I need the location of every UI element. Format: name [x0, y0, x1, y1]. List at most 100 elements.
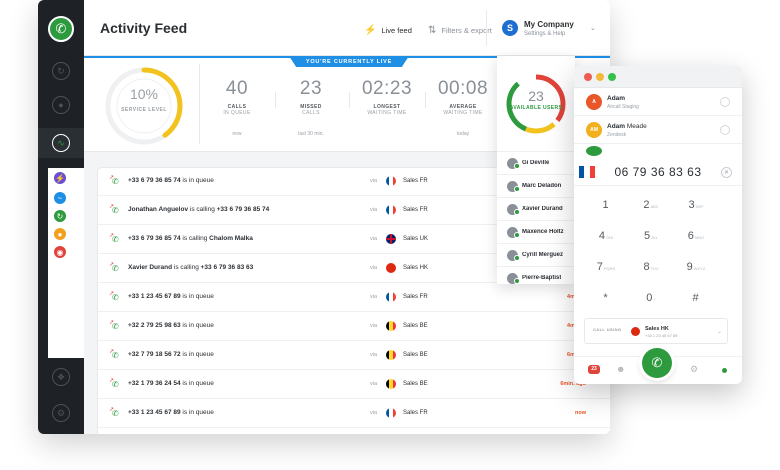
feed-action: is in queue	[180, 351, 214, 358]
integrations-icon[interactable]: ❖	[52, 368, 70, 386]
dialed-number[interactable]: 06 79 36 83 63	[614, 165, 702, 179]
incoming-call-icon: ↗ ✆	[109, 349, 119, 360]
dial-key[interactable]: 4GHI	[586, 225, 626, 247]
stat-missed-calls: 23 MISSED CALLS	[276, 78, 346, 116]
feed-party[interactable]: +33 1 23 45 67 89	[128, 293, 181, 300]
minimize-window-icon[interactable]	[596, 73, 604, 81]
dial-key[interactable]: 2ABC	[631, 194, 671, 216]
feed-row[interactable]: ↗ ✆ +32 7 79 18 56 72 is in queue via Sales …	[98, 341, 610, 370]
dial-key[interactable]: 0+	[631, 287, 671, 309]
feed-row[interactable]: ↗ ✆ +32 1 79 36 24 54 is in queue via Sales …	[98, 370, 610, 399]
agent-row[interactable]: Maxence Holtz	[507, 223, 571, 241]
feed-row[interactable]: ↗ ✆ Xavier Durand is calling +33 6 79 36 8…	[98, 254, 610, 283]
agent-row[interactable]: Gi Deville	[507, 154, 571, 172]
call-contact-icon[interactable]	[720, 97, 730, 107]
activity-icon[interactable]: ∿	[52, 134, 70, 152]
available-users-value: 23	[528, 88, 544, 104]
via-label: via	[370, 352, 378, 358]
contacts-icon[interactable]: ☻	[616, 364, 626, 374]
feed-party[interactable]: Xavier Durand	[128, 264, 173, 271]
dial-key[interactable]: 3DEF	[676, 194, 716, 216]
feed-row-text: Jonathan Anguelov is calling +33 6 79 36…	[128, 206, 269, 213]
team-name: Sales FR	[403, 178, 428, 184]
feed-row[interactable]: ↗ ✆ +33 6 79 36 85 74 is in queue via Sales …	[98, 167, 610, 196]
filters-export-tab[interactable]: ⇅ Filters & export	[428, 25, 492, 36]
dial-key-letters: DEF	[695, 204, 704, 209]
history-icon[interactable]: ↻	[52, 62, 70, 80]
dial-key[interactable]: 9WXYZ	[676, 256, 716, 278]
feed-party[interactable]: +33 6 79 36 83 63	[200, 264, 254, 271]
contact-last-name: Meade	[625, 123, 647, 130]
close-window-icon[interactable]	[584, 73, 592, 81]
contact-row[interactable]: A Adam Aircall Staging	[574, 88, 742, 116]
via-label: via	[370, 207, 378, 213]
feed-row[interactable]: ↗ ✆ +33 6 79 36 85 74 is calling Chalom Ma…	[98, 225, 610, 254]
feed-party[interactable]: +32 2 79 25 98 63	[128, 322, 181, 329]
missed-calls-badge[interactable]: 23	[588, 365, 600, 374]
settings-icon[interactable]: ⚙	[52, 404, 70, 422]
agent-divider	[497, 174, 575, 175]
dial-key[interactable]: *	[586, 287, 626, 309]
stat-value: 40	[225, 78, 249, 99]
feed-row[interactable]: ↗ ✆ Jonathan Anguelov is calling +33 6 79 …	[98, 196, 610, 225]
dial-key[interactable]: #	[676, 287, 716, 309]
team-name: Sales FR	[403, 294, 428, 300]
stat-sublabel: WAITING TIME	[367, 110, 407, 116]
team-lightning-icon[interactable]: ⚡	[54, 172, 66, 184]
maximize-window-icon[interactable]	[608, 73, 616, 81]
dial-key-digit: 1	[602, 199, 609, 211]
call-button[interactable]: ✆	[642, 348, 672, 378]
company-subtitle[interactable]: Settings & Help	[524, 31, 566, 37]
team-name: Sales BE	[403, 323, 428, 329]
live-feed-tab[interactable]: ⚡ Live feed	[364, 25, 412, 36]
dial-key-digit: 7	[596, 261, 603, 273]
dial-key[interactable]: 5JKL	[631, 225, 671, 247]
dial-key[interactable]: 1	[586, 194, 626, 216]
company-name[interactable]: My Company	[524, 20, 574, 29]
feed-party[interactable]: +33 6 79 36 85 74	[128, 177, 181, 184]
contact-row[interactable]: AM Adam Meade Zendesk	[574, 116, 742, 144]
dial-key-letters: +	[653, 297, 656, 302]
feed-party[interactable]: +32 1 79 36 24 54	[128, 380, 181, 387]
dial-key-letters: MNO	[694, 235, 705, 240]
chevron-down-icon[interactable]: ⌄	[590, 25, 596, 32]
feed-party[interactable]: +33 6 79 36 85 74	[128, 235, 181, 242]
feed-party[interactable]: Chalom Malka	[209, 235, 253, 242]
agent-avatar	[507, 226, 520, 238]
agent-row[interactable]: Xavier Durand	[507, 200, 571, 218]
clear-number-icon[interactable]: ✕	[721, 167, 732, 178]
feed-action: is in queue	[180, 293, 214, 300]
dial-key[interactable]: 8TUV	[631, 256, 671, 278]
feed-party[interactable]: +33 6 79 36 85 74	[216, 206, 270, 213]
company-logo[interactable]: S	[502, 20, 518, 36]
aircall-logo-icon[interactable]: ✆	[48, 16, 74, 42]
team-target-icon[interactable]: ◉	[54, 246, 66, 258]
feed-party[interactable]: +33 1 23 45 67 89	[128, 409, 181, 416]
settings-icon[interactable]: ⚙	[690, 364, 699, 374]
feed-party[interactable]: +32 7 79 18 56 72	[128, 351, 181, 358]
stat-sublabel: CALLS	[302, 110, 320, 116]
feed-row[interactable]: ↗ ✆ +33 1 23 45 67 89 is in queue via Sales …	[98, 283, 610, 312]
dial-key[interactable]: 6MNO	[676, 225, 716, 247]
team-user-icon[interactable]: ●	[54, 228, 66, 240]
agent-row[interactable]: Pierre-Baptist	[507, 269, 571, 287]
hk-flag-icon	[631, 327, 640, 336]
agent-row[interactable]: Marc Deladon	[507, 177, 571, 195]
online-status-icon[interactable]	[722, 368, 727, 373]
team-sync-icon[interactable]: ↻	[54, 210, 66, 222]
agent-row[interactable]: Cyrill Merguez	[507, 246, 571, 264]
team-name: Sales HK	[403, 265, 429, 271]
dial-key[interactable]: 7PQRS	[586, 256, 626, 278]
chevron-down-icon[interactable]: ⌄	[717, 329, 723, 335]
team-chart-icon[interactable]: ~	[54, 192, 66, 204]
stat-value: 00:08	[437, 78, 489, 99]
feed-row[interactable]: ↗ ✆ +32 2 79 25 98 63 is in queue via Sales …	[98, 312, 610, 341]
feed-party[interactable]: Jonathan Anguelov	[128, 206, 189, 213]
call-using-selector[interactable]: CALL USING Sales HK +33 1 23 45 67 89 ⌄	[584, 318, 728, 344]
sidebar: ✆ ↻ ● ∿ ⚡ ~ ↻ ● ◉ ❖ ⚙	[38, 0, 84, 434]
country-flag-fr-icon[interactable]	[579, 166, 595, 178]
call-contact-icon[interactable]	[720, 125, 730, 135]
feed-row[interactable]: ↗ ✆ +33 1 23 45 67 89 is in queue via Sales …	[98, 399, 610, 428]
contacts-icon[interactable]: ●	[52, 96, 70, 114]
call-using-label: CALL USING	[593, 327, 622, 332]
